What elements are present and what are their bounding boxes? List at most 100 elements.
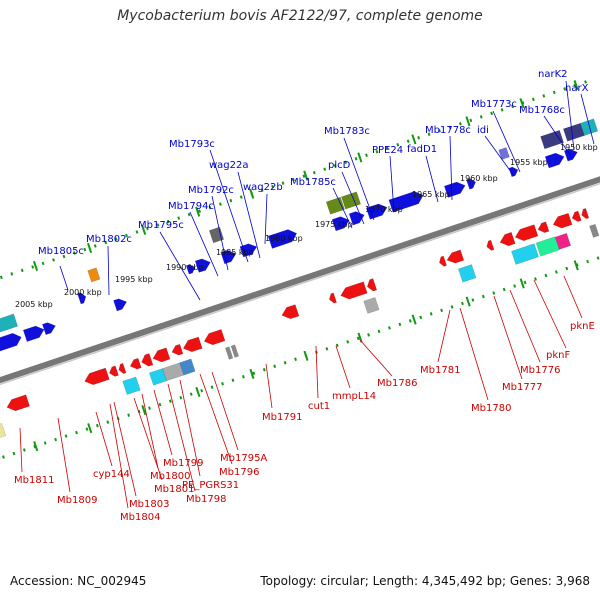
label-leader-forward: [107, 245, 110, 296]
gene-label-reverse: pknF: [546, 350, 570, 361]
scale-label: 1955 kbp: [510, 158, 548, 167]
label-leader-reverse: [167, 383, 196, 492]
page-title: Mycobacterium bovis AF2122/97, complete …: [117, 8, 483, 24]
label-leader-reverse: [179, 379, 201, 477]
gene-arrow-reverse: [108, 365, 119, 377]
gene-arrow-reverse: [446, 249, 465, 264]
label-leaders: [19, 80, 595, 509]
gene-arrow-forward: [466, 178, 476, 190]
gene-label-forward: Mb1794c: [168, 201, 214, 212]
label-leader-forward: [332, 187, 353, 229]
gene-label-forward: plcD: [328, 160, 351, 171]
gene-arrow-reverse: [366, 278, 378, 292]
gene-box: [535, 236, 560, 257]
gene-label-forward: wag22b: [243, 182, 283, 193]
label-leader-reverse: [533, 279, 567, 349]
gene-arrow-reverse: [340, 281, 368, 300]
label-leader-forward: [264, 193, 268, 245]
gene-label-reverse: Mb1809: [57, 495, 97, 506]
major-tick: [141, 404, 147, 416]
gene-box: [589, 223, 600, 238]
scale-label: 1970 kbp: [365, 205, 403, 214]
gene-arrow-forward: [194, 258, 211, 273]
major-tick: [249, 188, 255, 199]
label-leader-forward: [389, 155, 395, 213]
scale-label: 1985 kbp: [216, 248, 254, 257]
gene-label-reverse: cut1: [308, 401, 330, 412]
gene-label-reverse: Mb1795A: [220, 453, 267, 464]
gene-arrow-forward: [267, 229, 298, 249]
gene-box: [511, 243, 540, 265]
gene-box: [208, 226, 225, 244]
gene-label-reverse: PE_PGRS31: [182, 480, 239, 491]
gene-arrow-reverse: [438, 255, 447, 267]
topology-stats: Topology: circular; Length: 4,345,492 bp…: [260, 574, 590, 588]
gene-box: [179, 358, 196, 376]
gene-arrow-forward: [0, 332, 22, 352]
label-leader-forward: [237, 171, 261, 259]
gene-label-reverse: Mb1799: [163, 458, 203, 469]
label-leader-reverse: [113, 401, 137, 497]
label-leader-reverse: [335, 345, 351, 389]
gene-arrow-reverse: [6, 394, 31, 412]
gene-arrow-reverse: [571, 210, 582, 222]
major-tick: [195, 206, 201, 217]
gene-label-reverse: Mb1803: [129, 499, 169, 510]
gene-arrow-forward: [77, 292, 87, 305]
gene-label-reverse: Mb1800: [150, 471, 190, 482]
gene-label-reverse: Mb1781: [420, 365, 460, 376]
scale-label: 1990 kbp: [166, 263, 204, 272]
gene-label-forward: idi: [477, 125, 489, 136]
gene-label-reverse: Mb1777: [502, 382, 542, 393]
label-leader-forward: [565, 80, 575, 151]
gene-arrow-forward: [239, 243, 258, 258]
major-tick: [519, 278, 525, 289]
gene-box: [122, 376, 141, 395]
gene-arrow-forward: [331, 216, 350, 232]
gene-label-reverse: Mb1811: [14, 475, 54, 486]
label-leader-forward: [341, 171, 365, 225]
gene-arrow-reverse: [182, 336, 203, 353]
major-tick: [573, 80, 579, 91]
gene-label-reverse: Mb1776: [520, 365, 560, 376]
gene-arrow-reverse: [171, 343, 184, 356]
gene-label-forward: narK2: [538, 69, 568, 80]
major-tick: [195, 386, 201, 398]
label-leader-forward: [159, 231, 201, 301]
gene-box: [498, 147, 510, 160]
gene-box: [224, 346, 234, 360]
gene-label-forward: Mb1783c: [324, 126, 370, 137]
gene-arrow-reverse: [141, 353, 154, 367]
gene-label-forward: Mb1795c: [138, 220, 184, 231]
scale-label: 1980 kbp: [265, 234, 303, 243]
gene-box: [0, 422, 7, 442]
major-tick: [519, 98, 525, 109]
major-tick: [33, 441, 39, 452]
gene-label-reverse: Mb1791: [262, 412, 302, 423]
scale-ticks: [0, 77, 600, 459]
label-leader-forward: [484, 135, 515, 177]
gene-box: [579, 118, 599, 136]
gene-box: [540, 129, 565, 150]
gene-arrow-forward: [22, 325, 45, 342]
major-tick: [465, 296, 471, 307]
gene-arrow-forward: [508, 166, 519, 178]
label-leader-reverse: [359, 339, 393, 377]
label-leader-reverse: [199, 373, 233, 465]
gene-label-forward: PPE24: [372, 145, 403, 156]
major-tick: [357, 152, 363, 163]
gene-label-reverse: Mb1804: [120, 512, 160, 523]
gene-arrow-reverse: [152, 347, 171, 363]
gene-label-forward: Mb1773c: [471, 99, 517, 110]
gene-arrow-reverse: [118, 362, 127, 374]
label-leader-forward: [343, 137, 375, 221]
gene-arrow-forward: [42, 322, 56, 336]
label-leader-reverse: [509, 289, 541, 363]
label-leader-reverse: [459, 307, 489, 401]
gene-arrow-reverse: [581, 208, 590, 220]
gene-label-reverse: pknE: [570, 321, 595, 332]
label-leader-forward: [189, 211, 219, 277]
scale-label: 1965 kbp: [412, 190, 450, 199]
